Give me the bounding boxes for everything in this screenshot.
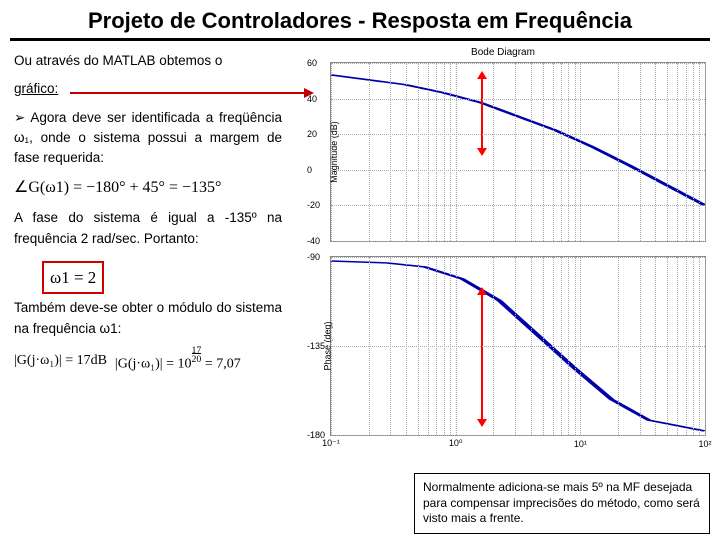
equation-angle: ∠G(ω1) = −180° + 45° = −135° (14, 176, 282, 200)
magnitude-explain: Também deve-se obter o módulo do sistema… (14, 298, 282, 339)
chart-column: Bode Diagram Magnitude (dB) 6040200-20-4… (290, 41, 720, 531)
phase-red-arrow (481, 293, 483, 421)
bode-diagram: Bode Diagram Magnitude (dB) 6040200-20-4… (294, 45, 712, 465)
pointer-arrow-to-chart (70, 92, 306, 94)
magnitude-plot: Magnitude (dB) 6040200-20-40 (330, 62, 706, 242)
intro-line-1: Ou através do MATLAB obtemos o (14, 51, 282, 71)
bullet-step: Agora deve ser identificada a freqüência… (14, 108, 282, 169)
boxed-omega: ω1 = 2 (42, 261, 104, 295)
phase-plot: Phase (deg) -90-135-18010⁻¹10⁰10¹10² (330, 256, 706, 436)
main-content: Ou através do MATLAB obtemos o gráfico: … (0, 41, 720, 531)
text-column: Ou através do MATLAB obtemos o gráfico: … (0, 41, 290, 531)
bode-title: Bode Diagram (294, 45, 712, 58)
phase-explain: A fase do sistema é igual a -135º na fre… (14, 208, 282, 249)
eq-mag-db: |G(j·ω₁)| = 17dB (14, 350, 107, 371)
equation-magnitude: |G(j·ω₁)| = 17dB |G(j·ω₁)| = 101720 = 7,… (14, 347, 282, 374)
eq-mag-value: |G(j·ω₁)| = 101720 = 7,07 (115, 347, 241, 374)
mag-curve (331, 63, 705, 241)
page-title: Projeto de Controladores - Resposta em F… (10, 0, 710, 41)
intro-line-2: gráfico: (14, 79, 282, 99)
note-box: Normalmente adiciona-se mais 5º na MF de… (414, 473, 710, 534)
mag-red-arrow (481, 77, 483, 150)
